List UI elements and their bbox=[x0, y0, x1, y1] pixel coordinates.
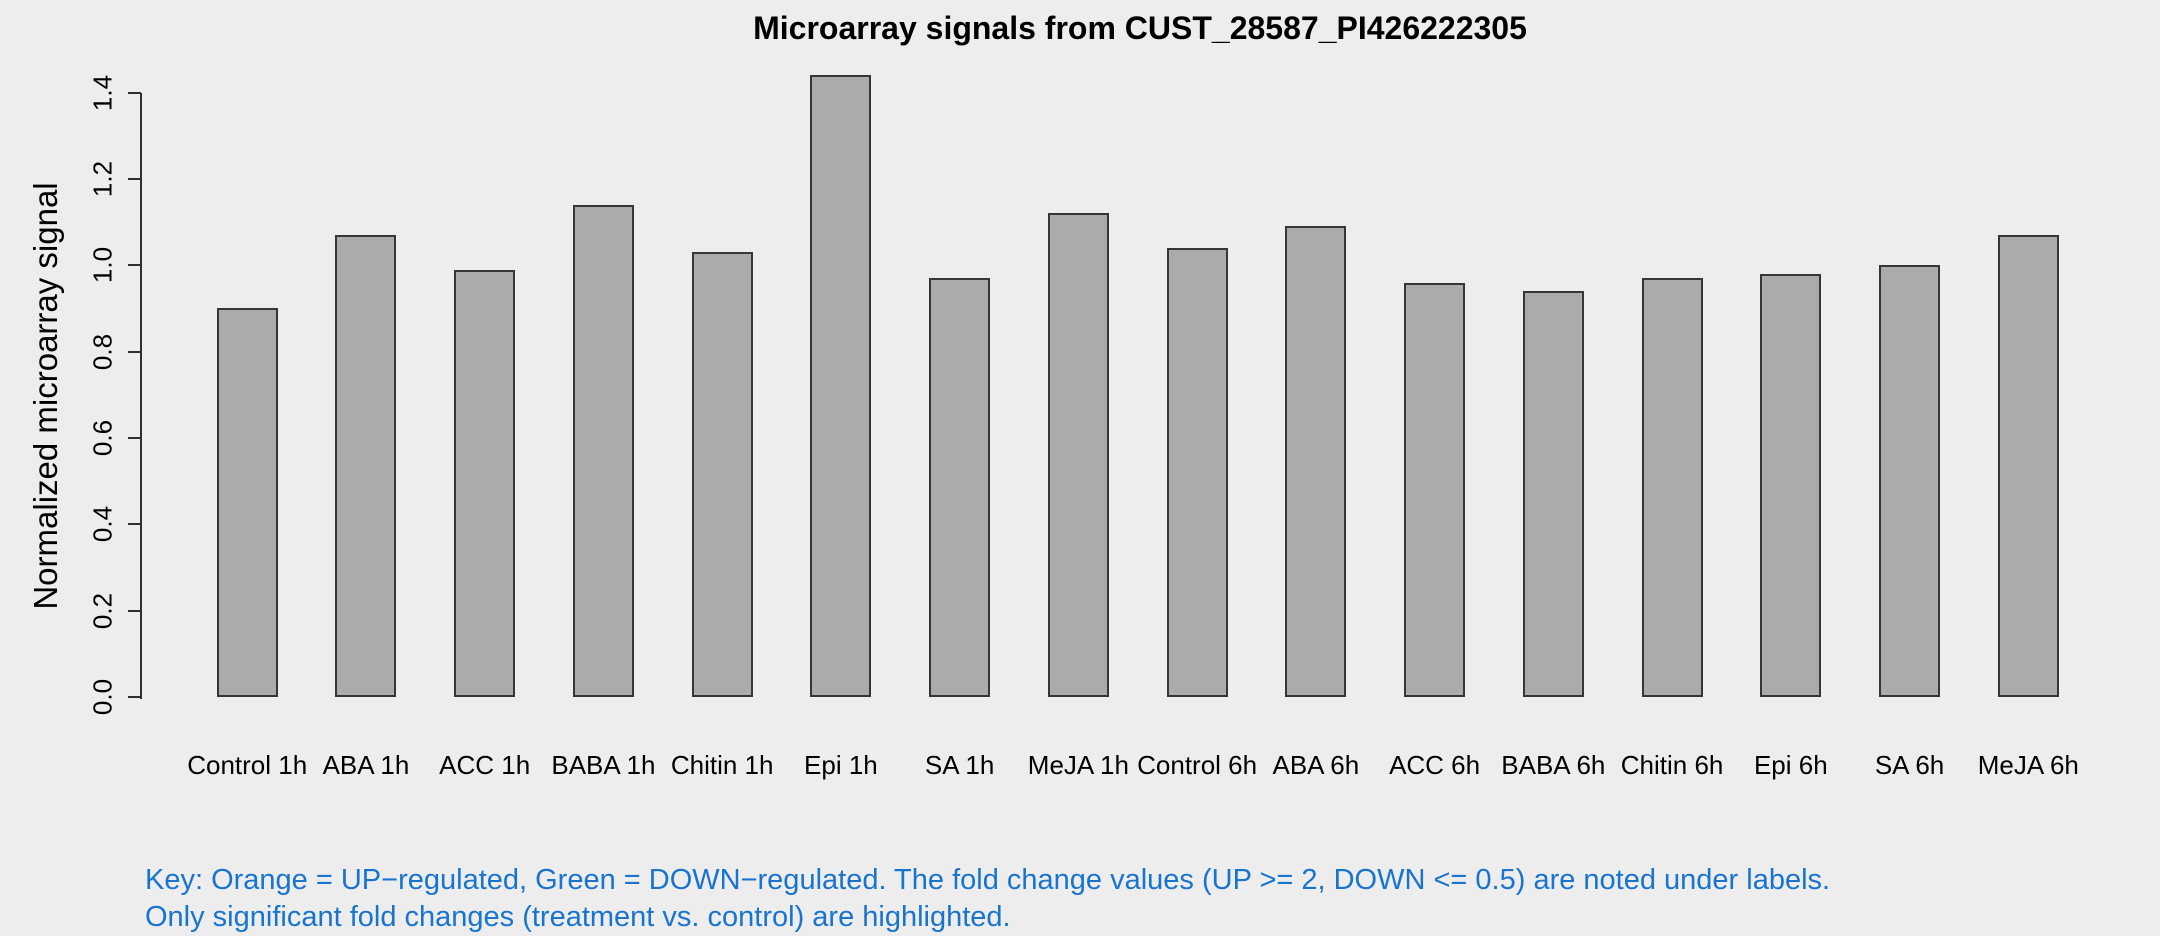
x-axis-label: SA 1h bbox=[924, 750, 995, 780]
bar-meja-1h bbox=[1047, 213, 1109, 697]
x-axis-label: ACC 1h bbox=[439, 750, 531, 780]
bar-sa-6h bbox=[1879, 265, 1941, 697]
x-axis-label: Chitin 6h bbox=[1620, 750, 1724, 780]
x-axis-label: ACC 6h bbox=[1389, 750, 1481, 780]
bar-baba-1h bbox=[572, 205, 634, 697]
y-tick-mark bbox=[128, 91, 141, 94]
bar-epi-6h bbox=[1760, 274, 1822, 697]
x-axis-label: ABA 6h bbox=[1272, 750, 1360, 780]
y-axis-line bbox=[140, 93, 142, 699]
y-tick-mark bbox=[128, 696, 141, 698]
x-axis-label: MeJA 6h bbox=[1977, 750, 2079, 780]
key-line-2: Only significant fold changes (treatment… bbox=[145, 901, 1011, 933]
y-tick-mark bbox=[128, 609, 141, 612]
chart-key-text: Key: Orange = UP−regulated, Green = DOWN… bbox=[145, 862, 1830, 936]
bar-epi-1h bbox=[810, 75, 872, 697]
bar-chitin-6h bbox=[1641, 278, 1703, 697]
bar-control-6h bbox=[1166, 248, 1228, 697]
x-axis-label: ABA 1h bbox=[322, 750, 410, 780]
bar-acc-6h bbox=[1404, 283, 1466, 697]
x-axis-label: Epi 1h bbox=[804, 750, 878, 780]
bar-meja-6h bbox=[1997, 235, 2059, 697]
y-tick-mark bbox=[128, 350, 141, 353]
x-axis-label: SA 6h bbox=[1874, 750, 1945, 780]
bar-acc-1h bbox=[454, 270, 516, 697]
y-tick-mark bbox=[128, 523, 141, 526]
chart-title: Microarray signals from CUST_28587_PI426… bbox=[753, 10, 1527, 46]
x-axis-label: Control 1h bbox=[187, 750, 308, 780]
y-tick-mark bbox=[128, 177, 141, 180]
bar-control-1h bbox=[216, 308, 278, 697]
x-axis-label: MeJA 1h bbox=[1027, 750, 1129, 780]
bar-chitin-1h bbox=[691, 252, 753, 697]
bars-container bbox=[216, 75, 2059, 697]
bar-sa-1h bbox=[929, 278, 991, 697]
y-tick-mark bbox=[128, 264, 141, 267]
bar-aba-1h bbox=[335, 235, 397, 697]
x-axis-label: BABA 1h bbox=[551, 750, 656, 780]
bar-aba-6h bbox=[1285, 226, 1347, 697]
x-axis-label: Epi 6h bbox=[1753, 750, 1828, 780]
bar-baba-6h bbox=[1522, 291, 1584, 697]
x-axis-labels: Control 1h ABA 1h ACC 1h BABA 1h Chitin 1h Ep… bbox=[0, 750, 2160, 786]
key-line-1: Key: Orange = UP−regulated, Green = DOWN… bbox=[145, 864, 1831, 896]
x-axis-label: BABA 6h bbox=[1501, 750, 1606, 780]
x-axis-label: Chitin 1h bbox=[670, 750, 774, 780]
y-tick-mark bbox=[128, 436, 141, 439]
x-axis-label: Control 6h bbox=[1137, 750, 1258, 780]
